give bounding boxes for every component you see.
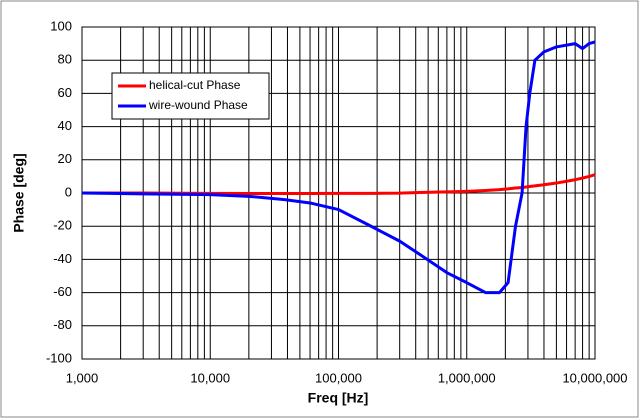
x-tick-label: 1,000 [66,370,99,385]
x-tick-label: 1,000,000 [438,370,496,385]
y-tick-label: 100 [50,18,72,33]
x-tick-label: 100,000 [315,370,362,385]
y-tick-label: -40 [53,251,72,266]
x-axis-label: Freq [Hz] [308,390,369,406]
y-axis-label: Phase [deg] [11,153,27,232]
y-tick-label: 20 [58,151,72,166]
y-tick-label: -80 [53,317,72,332]
y-tick-label: 80 [58,52,72,67]
y-tick-label: 0 [65,184,72,199]
x-tick-label: 10,000,000 [562,370,627,385]
y-tick-label: -60 [53,284,72,299]
y-tick-label: 40 [58,118,72,133]
legend-label: helical-cut Phase [149,78,241,92]
legend-label: wire-wound Phase [148,98,248,112]
x-tick-label: 10,000 [190,370,230,385]
y-tick-label: 60 [58,85,72,100]
y-tick-label: -20 [53,218,72,233]
line-series [81,40,596,295]
line-series [82,173,596,195]
legend-box [111,72,270,120]
y-tick-label: -100 [46,350,72,365]
